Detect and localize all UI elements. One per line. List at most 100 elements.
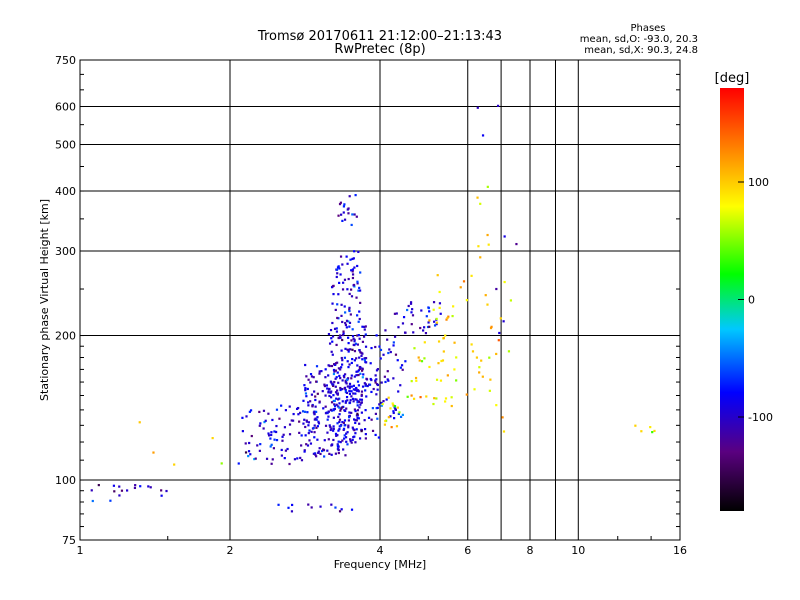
echo-point <box>339 376 342 380</box>
echo-point <box>340 366 343 369</box>
echo-point <box>440 359 443 363</box>
echo-point <box>323 439 326 442</box>
echo-point <box>327 438 330 441</box>
echo-point <box>350 390 353 393</box>
echo-point <box>339 424 342 428</box>
echo-point <box>355 428 358 431</box>
echo-point <box>357 289 360 292</box>
echo-point <box>310 393 314 396</box>
echo-point <box>270 433 273 437</box>
echo-point <box>392 404 395 407</box>
echo-point <box>348 292 351 296</box>
echo-point <box>357 400 361 403</box>
echo-point <box>379 357 382 360</box>
echo-point <box>336 445 340 448</box>
stats-line-x: mean, sd,X: 90.3, 24.8 <box>584 45 698 56</box>
echo-point <box>333 403 336 406</box>
echo-point <box>360 394 363 397</box>
echo-point <box>334 308 337 312</box>
echo-point <box>346 348 349 351</box>
echo-point <box>349 258 352 261</box>
echo-point <box>109 499 112 502</box>
echo-point <box>389 415 392 418</box>
echo-point <box>313 452 317 455</box>
echo-point <box>152 451 155 454</box>
echo-point <box>336 393 339 396</box>
echo-point <box>291 503 294 507</box>
echo-point <box>350 295 354 298</box>
echo-point <box>339 407 343 410</box>
echo-point <box>335 268 339 271</box>
echo-point <box>328 364 331 368</box>
echo-point <box>339 255 343 258</box>
echo-point <box>406 395 409 398</box>
echo-point <box>356 280 359 283</box>
echo-point <box>370 418 373 421</box>
echo-point <box>347 341 350 345</box>
echo-point <box>453 368 456 371</box>
echo-point <box>350 385 353 388</box>
echo-point <box>393 405 397 408</box>
echo-point <box>347 277 350 281</box>
echo-point <box>302 422 305 425</box>
echo-point <box>333 399 336 403</box>
echo-point <box>342 330 345 333</box>
echo-point <box>324 424 328 427</box>
echo-point <box>409 301 413 304</box>
echo-point <box>439 379 443 382</box>
echo-point <box>118 494 121 497</box>
echo-point <box>360 401 363 404</box>
echo-point <box>307 401 310 404</box>
echo-point <box>337 265 340 268</box>
echo-point <box>249 409 253 412</box>
echo-point <box>423 326 426 329</box>
echo-point <box>318 400 321 403</box>
echo-point <box>337 415 340 419</box>
y-tick-label: 100 <box>55 474 76 487</box>
echo-point <box>341 359 344 362</box>
echo-point <box>446 374 449 377</box>
echo-point <box>310 375 314 378</box>
echo-point <box>370 346 373 350</box>
echo-point <box>391 402 394 405</box>
echo-point <box>374 374 377 377</box>
y-tick-labels: 75 100 200 300 400 500 600 750 <box>55 54 76 547</box>
echo-point <box>397 326 400 329</box>
echo-point <box>331 335 335 338</box>
echo-point <box>415 379 418 382</box>
echo-point <box>315 455 318 458</box>
echo-point <box>329 391 332 394</box>
echo-point <box>394 407 397 410</box>
echo-point <box>653 429 656 433</box>
echo-point <box>349 348 352 351</box>
echo-point <box>422 329 425 332</box>
echo-point <box>341 406 344 409</box>
echo-point <box>348 306 351 309</box>
echo-point <box>365 395 368 398</box>
echo-point <box>342 205 346 208</box>
echo-point <box>304 392 308 395</box>
echo-point <box>336 389 339 392</box>
echo-point <box>383 375 386 378</box>
echo-point <box>325 384 328 387</box>
echo-point <box>363 358 366 362</box>
y-tick-label: 75 <box>62 534 76 547</box>
echo-point <box>326 449 329 452</box>
echo-point <box>338 334 342 337</box>
echo-point <box>342 421 346 424</box>
echo-point <box>270 431 273 434</box>
echo-point <box>401 368 404 371</box>
echo-point <box>290 419 293 422</box>
echo-point <box>352 428 355 431</box>
echo-point <box>345 407 348 410</box>
echo-point <box>347 424 350 427</box>
echo-point <box>256 444 259 447</box>
echo-point <box>327 374 330 377</box>
echo-point <box>478 366 481 369</box>
echo-point <box>361 352 364 355</box>
echo-point <box>402 316 406 319</box>
echo-point <box>347 320 350 323</box>
echo-point <box>327 364 330 367</box>
echo-point <box>314 398 317 402</box>
echo-point <box>437 340 441 343</box>
